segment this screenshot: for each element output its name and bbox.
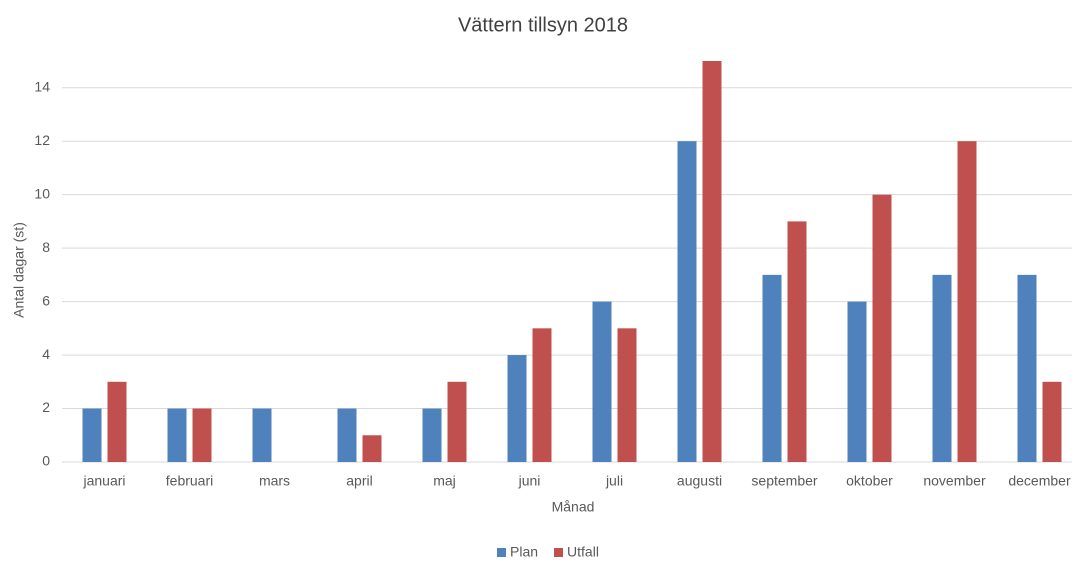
y-tick-label: 10 xyxy=(34,185,50,201)
bar xyxy=(932,274,952,462)
bar xyxy=(957,141,977,462)
legend-swatch xyxy=(554,548,564,557)
x-tick-label: september xyxy=(751,473,817,489)
bar xyxy=(337,408,357,462)
x-tick-label: oktober xyxy=(846,473,893,489)
bar xyxy=(677,141,697,462)
x-tick-label: december xyxy=(1008,473,1071,489)
y-tick-label: 2 xyxy=(42,399,50,415)
bar xyxy=(167,408,187,462)
y-tick-label: 14 xyxy=(34,78,50,94)
x-tick-label: juli xyxy=(605,473,623,489)
bar xyxy=(1042,381,1062,462)
bar xyxy=(702,61,722,462)
bar xyxy=(192,408,212,462)
bar xyxy=(592,301,612,462)
bar xyxy=(532,328,552,462)
y-axis-title: Antal dagar (st) xyxy=(11,222,27,318)
x-tick-label: april xyxy=(346,473,372,489)
bar xyxy=(447,381,467,462)
bar xyxy=(107,381,127,462)
bar xyxy=(617,328,637,462)
bar xyxy=(872,194,892,462)
bar xyxy=(507,355,527,462)
x-tick-label: mars xyxy=(259,473,290,489)
bar xyxy=(847,301,867,462)
x-tick-label: juni xyxy=(518,473,541,489)
bar xyxy=(787,221,807,462)
bar xyxy=(252,408,272,462)
chart-title: Vättern tillsyn 2018 xyxy=(458,14,628,36)
x-axis-title: Månad xyxy=(552,499,595,515)
legend-label: Utfall xyxy=(567,544,599,560)
x-tick-label: maj xyxy=(433,473,456,489)
y-tick-label: 0 xyxy=(42,453,50,469)
bar xyxy=(362,435,382,462)
y-tick-label: 4 xyxy=(42,346,50,362)
y-tick-label: 8 xyxy=(42,239,50,255)
legend-swatch xyxy=(497,548,506,557)
bar xyxy=(762,274,782,462)
bar xyxy=(422,408,442,462)
x-tick-label: november xyxy=(923,473,986,489)
y-tick-label: 6 xyxy=(42,292,50,308)
y-tick-label: 12 xyxy=(34,132,50,148)
x-tick-label: augusti xyxy=(677,473,722,489)
x-tick-label: februari xyxy=(166,473,213,489)
x-tick-label: januari xyxy=(82,473,125,489)
bar xyxy=(82,408,102,462)
legend-label: Plan xyxy=(510,544,538,560)
bar xyxy=(1017,274,1037,462)
